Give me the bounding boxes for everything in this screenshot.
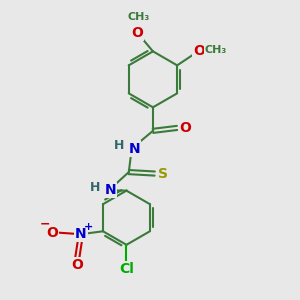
Text: Cl: Cl (119, 262, 134, 276)
Text: H: H (90, 182, 101, 194)
Text: O: O (46, 226, 58, 240)
Text: O: O (71, 258, 83, 272)
Text: CH₃: CH₃ (204, 45, 226, 55)
Text: N: N (104, 183, 116, 197)
Text: N: N (128, 142, 140, 155)
Text: +: + (84, 222, 93, 232)
Text: N: N (75, 227, 87, 241)
Text: O: O (179, 121, 191, 135)
Text: −: − (40, 218, 50, 231)
Text: O: O (131, 26, 143, 40)
Text: S: S (158, 167, 168, 181)
Text: O: O (193, 44, 205, 58)
Text: CH₃: CH₃ (127, 12, 149, 22)
Text: H: H (114, 139, 124, 152)
